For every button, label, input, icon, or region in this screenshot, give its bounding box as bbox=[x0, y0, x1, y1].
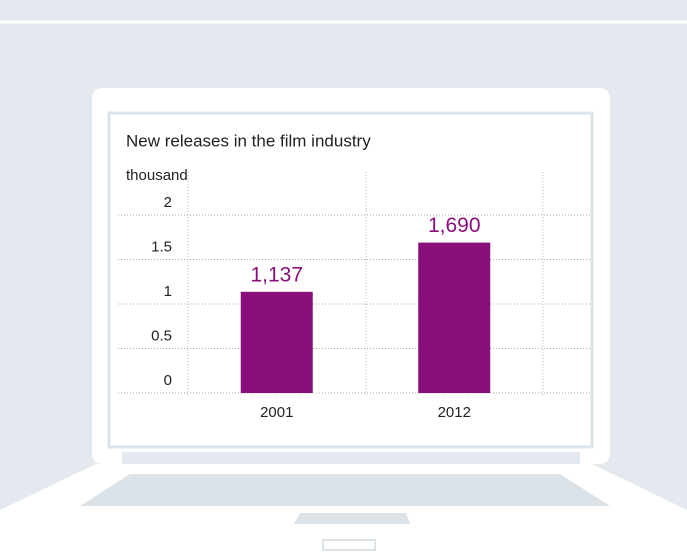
chart-title: New releases in the film industry bbox=[126, 131, 371, 150]
value-label: 1,137 bbox=[250, 263, 303, 286]
x-tick-label: 2001 bbox=[260, 404, 293, 421]
y-tick-label: 1.5 bbox=[151, 238, 172, 255]
hinge bbox=[122, 452, 580, 464]
y-tick-label: 2 bbox=[164, 194, 172, 211]
keyboard bbox=[80, 474, 610, 506]
trackpad bbox=[294, 513, 410, 524]
base-front bbox=[0, 530, 687, 555]
y-tick-label: 0 bbox=[164, 372, 172, 389]
y-tick-label: 1 bbox=[164, 283, 172, 300]
bar bbox=[240, 291, 313, 393]
bar bbox=[418, 242, 491, 393]
x-tick-label: 2012 bbox=[438, 404, 471, 421]
y-tick-label: 0.5 bbox=[151, 327, 172, 344]
screen-panel bbox=[107, 111, 594, 449]
y-axis-label: thousand bbox=[126, 167, 188, 184]
value-label: 1,690 bbox=[428, 214, 481, 237]
slot bbox=[322, 539, 376, 551]
